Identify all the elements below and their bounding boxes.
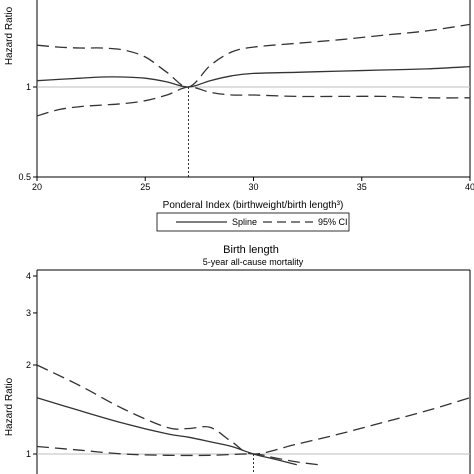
spline-line — [36, 397, 297, 466]
ci-lower-line — [36, 86, 471, 117]
panel2-ticks: 1 2 3 4 — [26, 271, 37, 459]
panel1-legend: Spline 95% CI — [156, 212, 350, 232]
y-tick-label: 0.5 — [18, 172, 31, 182]
x-tick-label: 30 — [248, 182, 258, 192]
panel1-x-axis-label: Ponderal Index (birthweight/birth length… — [163, 200, 344, 211]
x-tick-label: 25 — [140, 182, 150, 192]
panel1-ticks: 0.5 1 20 25 30 35 40 — [18, 82, 474, 192]
x-tick-label: 20 — [32, 182, 42, 192]
panel-ponderal-index: Hazard Ratio Ponderal Index (birthweight… — [4, 0, 474, 232]
y-tick-label: 2 — [26, 360, 31, 370]
panel1-y-axis-label: Hazard Ratio — [4, 6, 15, 65]
panel2-y-axis-label: Hazard Ratio — [4, 377, 15, 436]
panel2-title: Birth length — [223, 244, 279, 256]
y-tick-label: 4 — [26, 271, 31, 281]
spline-line — [36, 65, 471, 88]
y-tick-label: 1 — [26, 82, 31, 92]
legend-spline-label: Spline — [232, 217, 257, 227]
x-tick-label: 35 — [357, 182, 367, 192]
panel-birth-length: Birth length 5-year all-cause mortality … — [4, 244, 471, 474]
ci-upper-line — [36, 364, 471, 455]
panel1-marks — [36, 23, 471, 177]
legend-ci-label: 95% CI — [318, 217, 348, 227]
panel2-marks — [36, 364, 471, 474]
panel2-subtitle: 5-year all-cause mortality — [203, 257, 304, 267]
legend-box — [156, 212, 350, 232]
y-tick-label: 3 — [26, 308, 31, 318]
ci-upper-line — [36, 23, 471, 88]
x-tick-label: 40 — [465, 182, 474, 192]
ci-lower-line — [36, 445, 319, 466]
y-tick-label: 1 — [26, 449, 31, 459]
